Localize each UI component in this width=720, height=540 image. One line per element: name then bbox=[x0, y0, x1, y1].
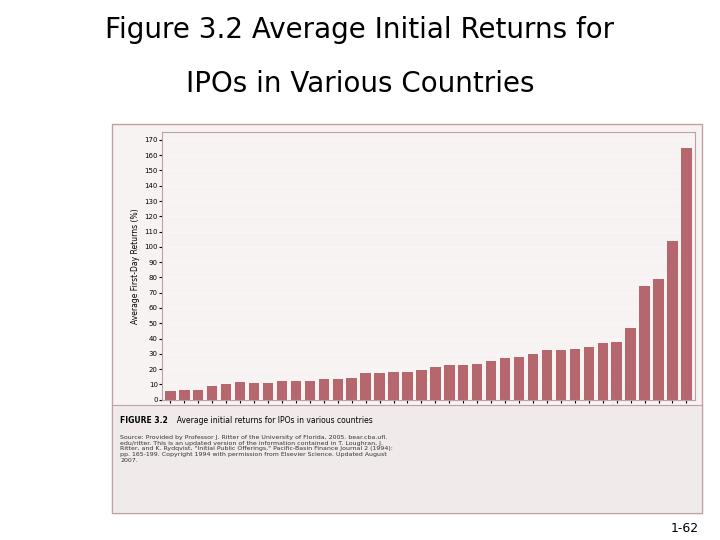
Bar bbox=[472, 364, 482, 400]
Bar bbox=[570, 349, 580, 400]
Bar bbox=[486, 361, 496, 400]
Y-axis label: Average First-Day Returns (%): Average First-Day Returns (%) bbox=[131, 208, 140, 324]
Bar bbox=[444, 366, 454, 400]
Bar bbox=[346, 378, 357, 400]
Bar bbox=[639, 286, 650, 400]
Bar bbox=[263, 383, 273, 400]
Bar bbox=[556, 350, 566, 400]
Bar bbox=[333, 379, 343, 400]
Bar bbox=[276, 381, 287, 400]
Bar bbox=[500, 358, 510, 400]
Bar bbox=[667, 241, 678, 400]
Bar bbox=[221, 384, 231, 400]
Bar bbox=[291, 381, 301, 400]
Bar bbox=[193, 390, 204, 400]
Text: FIGURE 3.2: FIGURE 3.2 bbox=[120, 416, 168, 425]
Bar bbox=[318, 379, 329, 400]
Bar bbox=[626, 328, 636, 400]
Bar bbox=[598, 343, 608, 400]
Bar bbox=[681, 148, 692, 400]
Bar bbox=[388, 372, 399, 400]
Bar bbox=[541, 350, 552, 400]
Bar bbox=[416, 370, 427, 400]
Bar bbox=[458, 365, 469, 400]
Text: Figure 3.2 Average Initial Returns for: Figure 3.2 Average Initial Returns for bbox=[105, 16, 615, 44]
Text: IPOs in Various Countries: IPOs in Various Countries bbox=[186, 70, 534, 98]
Bar bbox=[402, 372, 413, 400]
Bar bbox=[235, 382, 246, 400]
Bar bbox=[207, 386, 217, 400]
Bar bbox=[305, 381, 315, 400]
Text: Source: Provided by Professor J. Ritter of the University of Florida, 2005. bear: Source: Provided by Professor J. Ritter … bbox=[120, 435, 393, 463]
Bar bbox=[179, 390, 189, 400]
Bar bbox=[528, 354, 539, 400]
Bar bbox=[584, 347, 594, 400]
Bar bbox=[653, 279, 664, 400]
Bar bbox=[249, 383, 259, 400]
Bar bbox=[611, 342, 622, 400]
Text: 1-62: 1-62 bbox=[670, 522, 698, 535]
Bar bbox=[514, 357, 524, 400]
Bar bbox=[374, 373, 384, 400]
X-axis label: Country: Country bbox=[410, 458, 446, 467]
Bar bbox=[430, 367, 441, 400]
Text: Average initial returns for IPOs in various countries: Average initial returns for IPOs in vari… bbox=[172, 416, 373, 425]
Bar bbox=[165, 392, 176, 400]
Bar bbox=[361, 373, 371, 400]
